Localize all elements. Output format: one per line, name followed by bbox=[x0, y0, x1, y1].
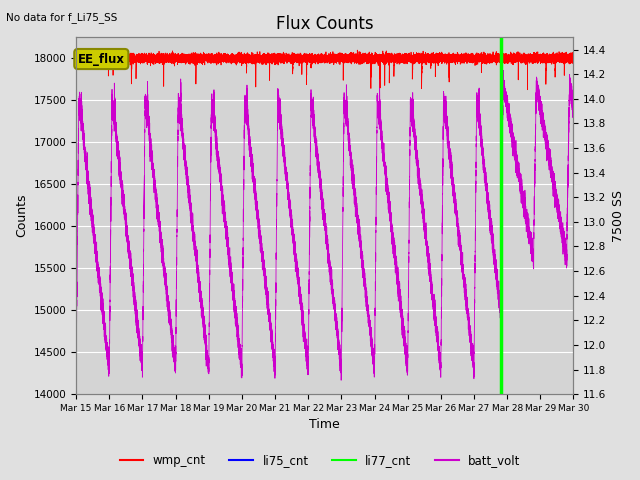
Text: EE_flux: EE_flux bbox=[78, 52, 125, 65]
Title: Flux Counts: Flux Counts bbox=[276, 15, 374, 33]
Y-axis label: 7500 SS: 7500 SS bbox=[612, 190, 625, 242]
Legend: wmp_cnt, li75_cnt, li77_cnt, batt_volt: wmp_cnt, li75_cnt, li77_cnt, batt_volt bbox=[115, 449, 525, 472]
Text: No data for f_Li75_SS: No data for f_Li75_SS bbox=[6, 12, 118, 23]
Y-axis label: Counts: Counts bbox=[15, 194, 28, 238]
X-axis label: Time: Time bbox=[309, 419, 340, 432]
